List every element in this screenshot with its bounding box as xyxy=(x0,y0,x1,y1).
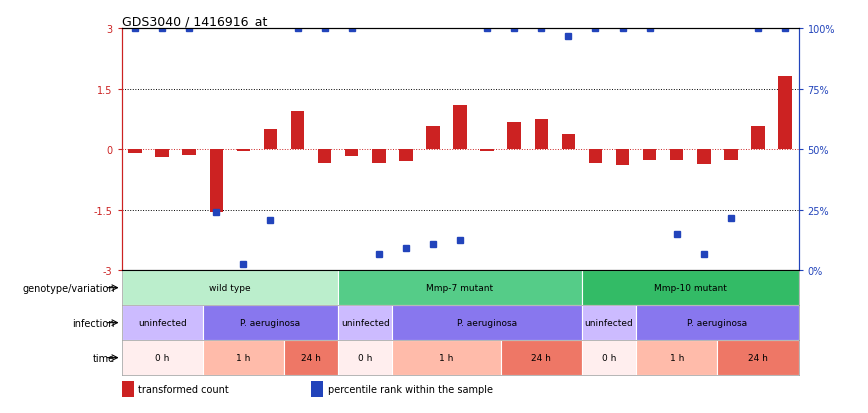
Text: uninfected: uninfected xyxy=(138,318,187,328)
Bar xyxy=(480,150,494,152)
Bar xyxy=(122,340,203,375)
Bar xyxy=(339,340,392,375)
Bar xyxy=(501,340,582,375)
Text: transformed count: transformed count xyxy=(139,385,229,394)
Text: P. aeruginosa: P. aeruginosa xyxy=(457,318,517,328)
Bar xyxy=(122,381,134,397)
Bar xyxy=(122,271,339,305)
Bar xyxy=(724,150,738,161)
Bar xyxy=(562,134,575,150)
Bar xyxy=(237,150,250,152)
Bar xyxy=(182,150,196,156)
Bar xyxy=(264,130,277,150)
Bar xyxy=(155,150,169,158)
Bar xyxy=(339,305,392,340)
Bar xyxy=(203,340,284,375)
Bar xyxy=(582,271,799,305)
Bar xyxy=(203,305,339,340)
Bar xyxy=(453,105,467,150)
Text: 1 h: 1 h xyxy=(236,353,251,362)
Bar xyxy=(697,150,711,165)
Bar xyxy=(717,340,799,375)
Text: Mmp-10 mutant: Mmp-10 mutant xyxy=(654,283,727,292)
Bar xyxy=(779,77,792,150)
Bar xyxy=(209,150,223,212)
Bar xyxy=(339,271,582,305)
Bar xyxy=(399,150,412,162)
Text: uninfected: uninfected xyxy=(341,318,390,328)
Text: GDS3040 / 1416916_at: GDS3040 / 1416916_at xyxy=(122,15,266,28)
Text: P. aeruginosa: P. aeruginosa xyxy=(240,318,300,328)
Text: 1 h: 1 h xyxy=(439,353,454,362)
Bar xyxy=(582,340,636,375)
Bar xyxy=(345,150,358,157)
Bar xyxy=(589,150,602,164)
Bar xyxy=(508,122,521,150)
Text: 0 h: 0 h xyxy=(155,353,169,362)
Bar xyxy=(751,126,765,150)
Bar xyxy=(636,340,717,375)
Bar xyxy=(284,340,339,375)
Text: 24 h: 24 h xyxy=(531,353,551,362)
Bar xyxy=(615,150,629,166)
Bar xyxy=(535,119,548,150)
Text: 0 h: 0 h xyxy=(358,353,372,362)
Text: P. aeruginosa: P. aeruginosa xyxy=(687,318,747,328)
Bar xyxy=(311,381,323,397)
Bar xyxy=(636,305,799,340)
Bar xyxy=(318,150,332,164)
Text: 0 h: 0 h xyxy=(602,353,616,362)
Text: genotype/variation: genotype/variation xyxy=(22,283,115,293)
Bar xyxy=(582,305,636,340)
Text: 24 h: 24 h xyxy=(301,353,321,362)
Text: percentile rank within the sample: percentile rank within the sample xyxy=(328,385,493,394)
Text: wild type: wild type xyxy=(209,283,251,292)
Bar xyxy=(392,340,501,375)
Text: Mmp-7 mutant: Mmp-7 mutant xyxy=(426,283,494,292)
Text: time: time xyxy=(93,353,115,363)
Bar xyxy=(291,112,305,150)
Bar xyxy=(392,305,582,340)
Text: 1 h: 1 h xyxy=(669,353,684,362)
Bar xyxy=(128,150,141,154)
Bar xyxy=(426,126,440,150)
Text: 24 h: 24 h xyxy=(748,353,768,362)
Bar xyxy=(122,305,203,340)
Text: infection: infection xyxy=(72,318,115,328)
Bar xyxy=(372,150,385,164)
Text: uninfected: uninfected xyxy=(585,318,634,328)
Bar xyxy=(670,150,683,161)
Bar xyxy=(643,150,656,161)
